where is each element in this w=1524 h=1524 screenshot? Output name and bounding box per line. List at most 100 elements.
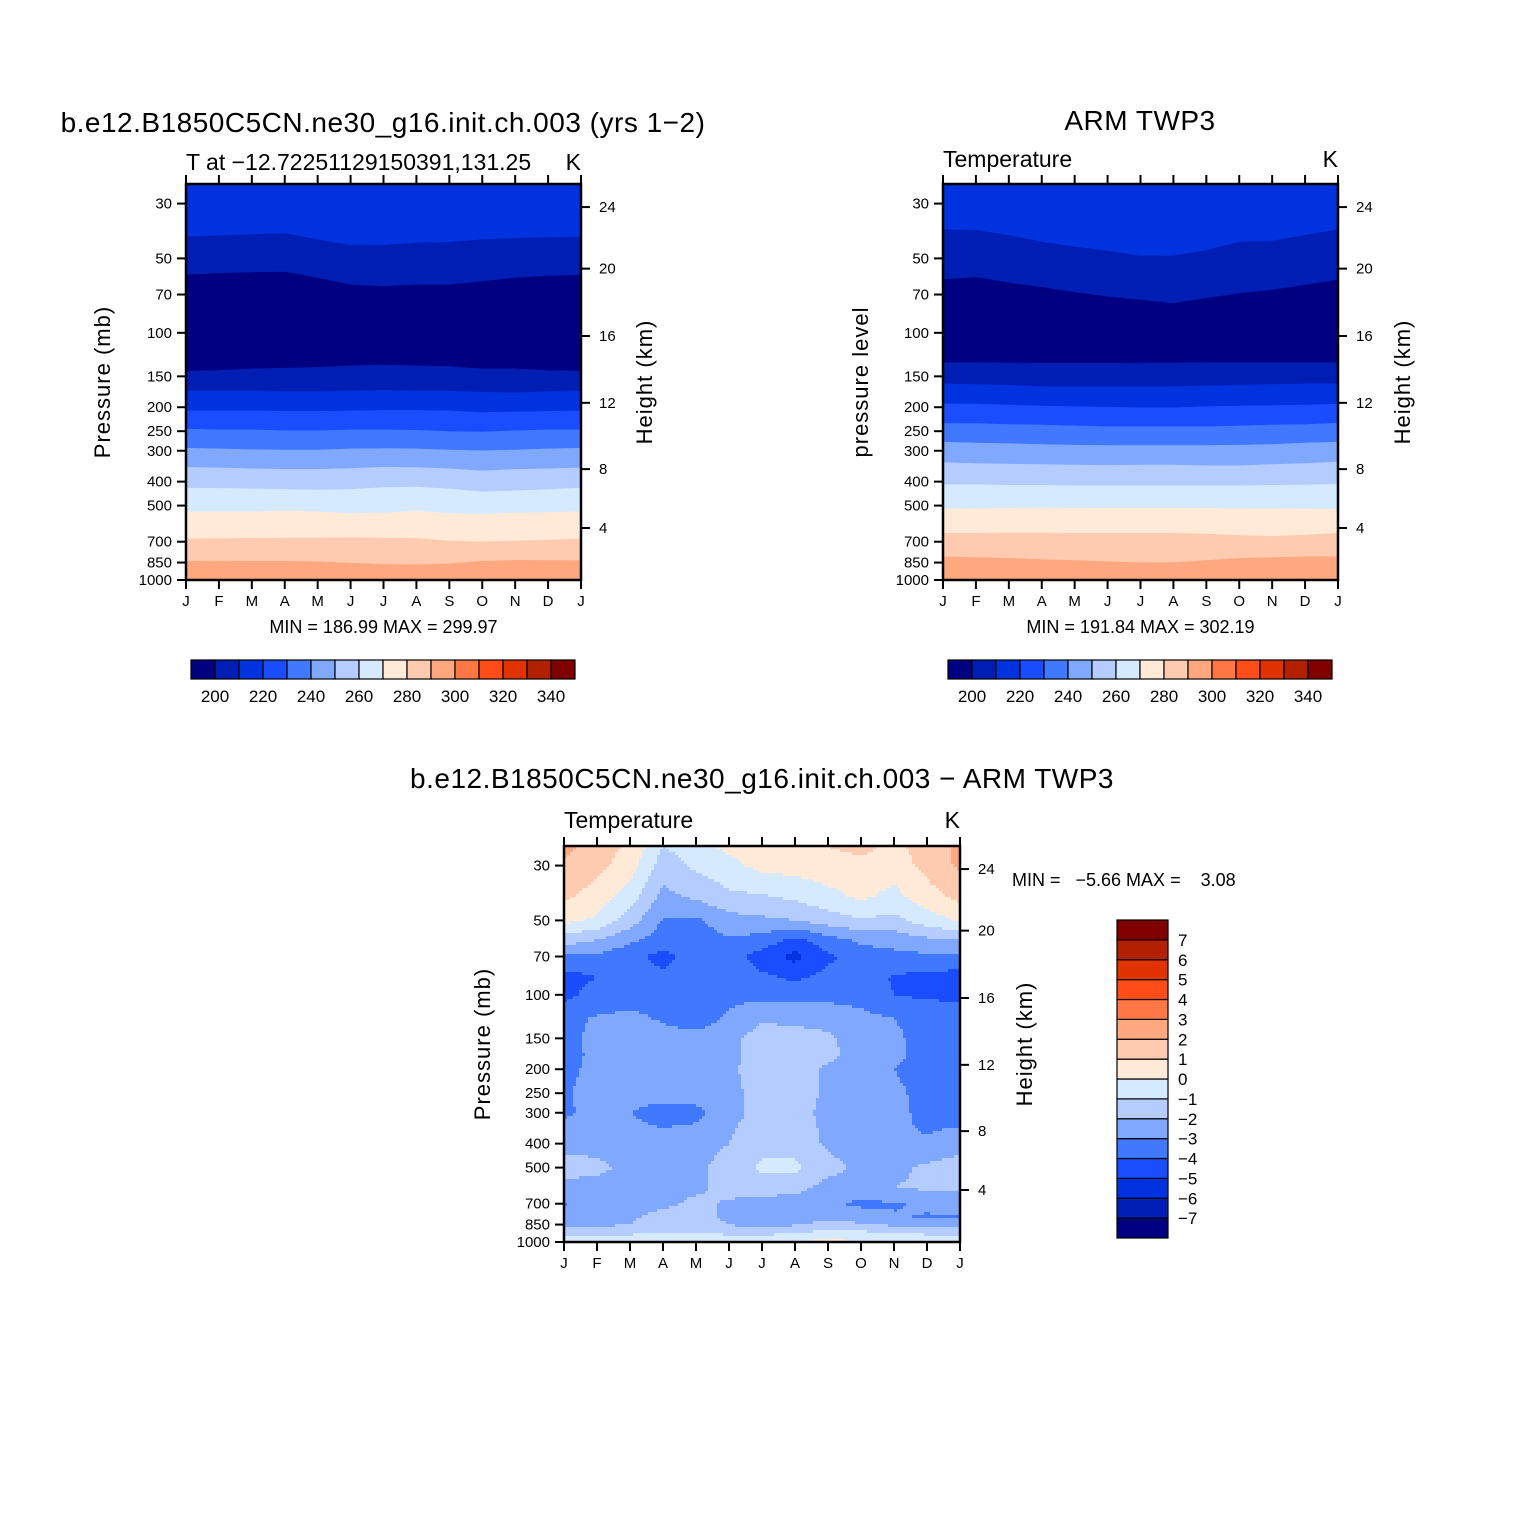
contour-cell [666, 846, 718, 850]
contour-cell [933, 1131, 960, 1135]
contour-cell [720, 1218, 960, 1222]
contour-cell [660, 888, 670, 892]
contour-cell [705, 1026, 757, 1030]
contour-cell [657, 858, 682, 862]
contour-cell [564, 1113, 574, 1117]
y-tick-label: 500 [147, 498, 172, 515]
x-tick-label: N [1267, 593, 1278, 610]
contour-cell [720, 882, 823, 886]
contour-cell [813, 1110, 910, 1114]
contour-cell [564, 1194, 697, 1198]
contour-cell [582, 1041, 742, 1045]
contour-cell [606, 1170, 709, 1174]
contour-cell [909, 1101, 960, 1105]
contour-cell [603, 906, 631, 910]
contour-cell [849, 927, 943, 931]
contour-cell [582, 1038, 742, 1042]
contour-cell [567, 855, 616, 859]
contour-cell [624, 912, 646, 916]
min-max-stats: MIN = 186.99 MAX = 299.97 [269, 617, 497, 637]
colorbar-box [1116, 1118, 1169, 1140]
contour-cell [564, 1143, 730, 1147]
contour-cell [564, 1086, 574, 1090]
contour-cell [576, 1110, 634, 1114]
contour-cell [564, 1095, 574, 1099]
x-tick-label: F [592, 1255, 601, 1272]
contour-cell [753, 951, 793, 955]
contour-cell [918, 903, 960, 907]
contour-cell [903, 1206, 960, 1210]
contour-cell [816, 1119, 913, 1123]
contour-cell [828, 1062, 901, 1066]
contour-cell [564, 939, 595, 943]
contour-cell [744, 1089, 820, 1093]
contour-cell [639, 921, 661, 925]
contour-cell [564, 1026, 586, 1030]
contour-cell [744, 1035, 835, 1039]
contour-cell [579, 1068, 739, 1072]
contour-cell [633, 873, 652, 877]
y-tick-label: 700 [147, 534, 172, 551]
contour-cell [945, 915, 960, 919]
contour-cell [909, 1176, 960, 1180]
contour-cell [723, 885, 829, 889]
contour-cell [840, 849, 874, 853]
contour-cell [726, 1221, 814, 1225]
contour-cell [825, 1146, 960, 1150]
contour-cell [588, 1155, 715, 1159]
contour-cell [819, 1140, 960, 1144]
contour-cell [615, 894, 640, 898]
contour-cell [744, 1104, 817, 1108]
contour-cell [744, 1092, 820, 1096]
contour-cell [633, 1221, 727, 1225]
contour-cell [738, 1125, 817, 1129]
contour-cell [744, 1095, 820, 1099]
contour-cell [951, 858, 960, 862]
contour-cell [894, 1068, 960, 1072]
contour-cell [708, 1173, 838, 1177]
contour-cell [825, 966, 960, 970]
colorbar: 200 220 240 260 280 300 320 340 [947, 659, 1333, 706]
contour-cell [855, 897, 868, 901]
contour-cell [642, 852, 661, 856]
contour-cell [822, 948, 895, 952]
height-tick-label: 20 [1356, 261, 1373, 278]
colorbar-label: 220 [249, 687, 277, 706]
contour-cell [906, 1053, 960, 1057]
contour-cell [768, 972, 817, 976]
contour-cell [621, 888, 643, 892]
colorbar-box [382, 659, 408, 680]
contour-cell [900, 888, 940, 892]
x-tick-label: D [1300, 593, 1311, 610]
contour-cell [909, 1098, 960, 1102]
contour-cell [915, 1125, 960, 1129]
contour-cell [564, 933, 616, 937]
contour-cell [813, 1230, 868, 1234]
contour-cell [729, 1008, 865, 1012]
contour-cell [639, 894, 658, 898]
contour-cell [567, 999, 940, 1003]
contour-cell [900, 1080, 960, 1084]
contour-cell [705, 1191, 802, 1195]
contour-cell [798, 1161, 844, 1165]
contour-cell [708, 876, 802, 880]
contour-cell [786, 954, 802, 958]
contour-cell [702, 1116, 745, 1120]
x-tick-label: J [758, 1255, 766, 1272]
contour-cell [615, 1011, 640, 1015]
contour-cell [564, 912, 598, 916]
contour-cell [819, 1071, 898, 1075]
y-tick-label: 200 [147, 399, 172, 416]
contour-cell [912, 1116, 960, 1120]
contour-cell [837, 888, 886, 892]
y-tick-label: 850 [525, 1217, 550, 1234]
contour-cell [822, 1179, 907, 1183]
contour-cell [663, 885, 667, 889]
contour-cell [600, 873, 634, 877]
contour-cell [624, 945, 769, 949]
contour-cell [582, 1065, 739, 1069]
contour-cell [708, 1170, 760, 1174]
contour-cell [564, 1104, 574, 1108]
contour-cell [888, 978, 960, 982]
height-tick-label: 4 [978, 1182, 986, 1199]
